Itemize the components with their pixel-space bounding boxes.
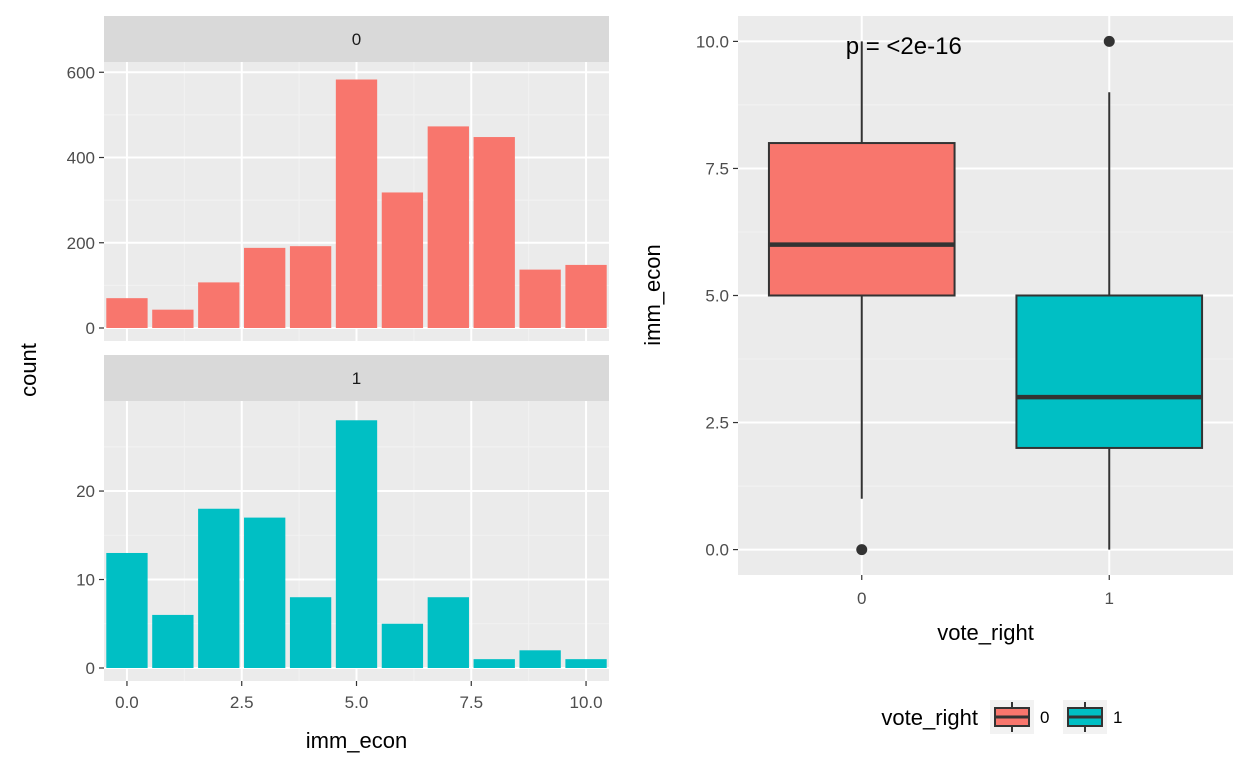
- x-axis-title: vote_right: [937, 620, 1034, 645]
- x-tick-label: 2.5: [230, 693, 254, 712]
- bar-panel1-x8: [473, 659, 515, 668]
- y-tick-label: 200: [67, 234, 95, 253]
- boxplot: 0.0 2.5 5.0 7.5 10.0 0 1 p = <2e-16 vote_right im…: [640, 16, 1233, 734]
- y-tick-label: 400: [67, 149, 95, 168]
- bar-panel0-x5: [335, 79, 378, 328]
- bar-panel1-x10: [565, 659, 607, 668]
- y-tick-label: 2.5: [705, 414, 729, 433]
- x-tick-label: 5.0: [345, 693, 369, 712]
- facet-strip-label-1: 1: [352, 369, 361, 388]
- bar-panel1-x2: [198, 508, 240, 668]
- x-tick-label: 1: [1105, 589, 1114, 608]
- y-tick-label: 20: [76, 482, 95, 501]
- outlier-point-0: [856, 544, 868, 556]
- bar-panel1-x5: [335, 420, 378, 668]
- bar-panel0-x1: [152, 309, 194, 328]
- x-axis-title: imm_econ: [306, 728, 407, 753]
- y-tick-label: 0.0: [705, 541, 729, 560]
- facet-strip-1: [104, 355, 609, 401]
- bar-panel0-x2: [198, 282, 240, 328]
- y-tick-label: 10: [76, 571, 95, 590]
- facet-strip-0: [104, 16, 609, 62]
- x-tick-label: 10.0: [569, 693, 602, 712]
- bar-panel1-x9: [519, 650, 561, 668]
- bar-panel0-x6: [381, 192, 424, 328]
- outlier-point-1: [1103, 35, 1115, 47]
- legend-label-0: 0: [1040, 708, 1049, 727]
- bar-panel0-x3: [244, 247, 286, 328]
- y-tick-label: 10.0: [696, 32, 729, 51]
- y-tick-label: 600: [67, 63, 95, 82]
- bar-panel0-x9: [519, 269, 561, 328]
- y-tick-label: 5.0: [705, 287, 729, 306]
- p-value-annotation: p = <2e-16: [846, 33, 962, 60]
- box-1: [1015, 294, 1204, 449]
- bar-panel0-x0: [106, 298, 148, 328]
- bar-panel1-x6: [381, 623, 424, 668]
- facet-strip-label-0: 0: [352, 30, 361, 49]
- bar-panel0-x8: [473, 137, 515, 328]
- y-axis-title: imm_econ: [640, 244, 665, 345]
- y-tick-label: 0: [86, 319, 95, 338]
- bar-panel1-x4: [289, 597, 332, 668]
- bar-panel1-x3: [244, 517, 286, 668]
- x-tick-label: 0.0: [115, 693, 139, 712]
- bar-panel1-x0: [106, 552, 148, 668]
- bar-panel0-x7: [427, 126, 469, 329]
- y-tick-label: 0: [86, 659, 95, 678]
- bar-panel0-x4: [289, 246, 332, 328]
- x-tick-label: 7.5: [459, 693, 483, 712]
- bar-panel1-x1: [152, 614, 194, 668]
- y-axis-title: count: [16, 343, 41, 397]
- bar-panel1-x7: [427, 597, 469, 668]
- legend-title: vote_right: [881, 705, 978, 730]
- bar-panel0-x10: [565, 264, 607, 328]
- x-tick-label: 0: [857, 589, 866, 608]
- y-tick-label: 7.5: [705, 159, 729, 178]
- legend-label-1: 1: [1113, 708, 1122, 727]
- box-0: [767, 142, 956, 297]
